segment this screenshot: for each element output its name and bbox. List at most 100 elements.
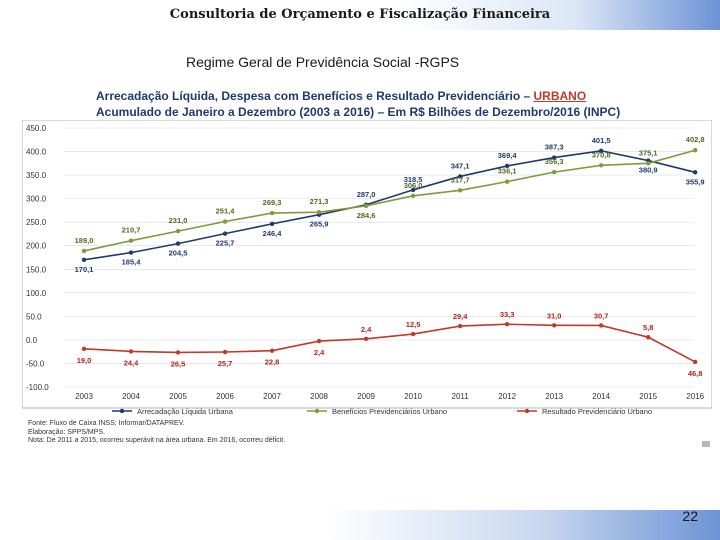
data-point <box>128 238 134 243</box>
data-point <box>598 163 604 168</box>
data-point <box>81 257 87 263</box>
data-point <box>175 350 181 355</box>
data-label: 306,0 <box>404 181 423 190</box>
data-label: 370,8 <box>592 150 611 159</box>
chart-title: Arrecadação Líquida, Despesa com Benefíc… <box>96 88 636 120</box>
legend-label: Arrecadação Líquida Urbana <box>137 407 234 416</box>
data-label: 33,3 <box>500 310 515 319</box>
data-label: 2,4 <box>314 348 325 357</box>
data-label: 246,4 <box>263 229 283 238</box>
y-tick-label: 0.0 <box>26 336 38 345</box>
y-tick-label: -100.0 <box>26 383 49 392</box>
x-tick-label: 2006 <box>216 392 234 401</box>
chart-title-text: Arrecadação Líquida, Despesa com Benefíc… <box>96 89 534 103</box>
data-label: 336,1 <box>498 167 517 176</box>
data-point <box>269 348 275 353</box>
data-point <box>175 241 181 246</box>
data-label: 318,5 <box>404 175 423 184</box>
data-label: 369,4 <box>498 151 518 160</box>
data-label: 375,1 <box>639 148 658 157</box>
data-point <box>457 174 463 179</box>
data-label: 271,3 <box>310 197 329 206</box>
data-point <box>504 322 510 327</box>
data-point <box>269 221 275 227</box>
data-label: 170,1 <box>75 265 94 274</box>
note-elaboration: Elaboração: SPPS/MPS. <box>28 428 106 436</box>
data-label: 30,7 <box>594 311 609 320</box>
data-point <box>457 323 463 329</box>
data-point <box>692 148 698 153</box>
x-tick-label: 2013 <box>545 392 563 401</box>
data-label: 387,3 <box>545 143 564 152</box>
data-label: 46,8 <box>688 369 703 378</box>
data-label: 251,4 <box>216 207 236 216</box>
data-label: 317,7 <box>451 175 470 184</box>
data-point <box>410 331 416 337</box>
legend-label: Benefícios Previdenciários Urbano <box>332 407 447 416</box>
data-point <box>316 338 322 344</box>
page-number: 22 <box>682 508 698 524</box>
y-tick-label: 200.0 <box>26 242 47 251</box>
data-point <box>645 334 651 340</box>
x-tick-label: 2007 <box>263 392 281 401</box>
y-tick-label: 100.0 <box>26 289 47 298</box>
x-tick-label: 2010 <box>404 392 422 401</box>
data-point <box>457 188 463 193</box>
data-label: 22,8 <box>265 358 280 367</box>
x-tick-label: 2011 <box>452 392 470 401</box>
x-tick-label: 2014 <box>592 392 610 401</box>
data-label: 401,5 <box>592 136 611 145</box>
legend-marker <box>314 408 320 414</box>
data-label: 189,0 <box>75 236 94 245</box>
data-label: 347,1 <box>451 161 470 170</box>
x-tick-label: 2015 <box>639 392 657 401</box>
data-point <box>692 170 698 175</box>
data-point <box>269 210 275 216</box>
data-label: 26,5 <box>171 359 186 368</box>
data-point <box>363 336 369 341</box>
x-tick-label: 2004 <box>122 392 140 401</box>
data-label: 24,4 <box>124 358 139 367</box>
header-title: Consultoria de Orçamento e Fiscalização … <box>169 7 551 22</box>
data-point <box>222 219 228 224</box>
data-label: 2,4 <box>361 325 372 334</box>
data-label: 356,3 <box>545 157 564 166</box>
data-label: 210,7 <box>122 226 141 235</box>
y-tick-label: 350.0 <box>26 171 47 180</box>
data-label: 12,5 <box>406 320 421 329</box>
series-line-2 <box>83 149 696 252</box>
y-tick-label: 150.0 <box>26 265 47 274</box>
data-label: 380,9 <box>639 166 658 175</box>
chart-area: 450.0 400.0 350.0 300.0 250.0 200.0 150.0 100.0… <box>21 119 713 420</box>
data-label: 287,0 <box>357 190 376 199</box>
data-label: 29,4 <box>453 312 468 321</box>
x-tick-label: 2016 <box>686 392 704 401</box>
plot-frame <box>21 119 713 409</box>
data-point <box>363 203 369 209</box>
chart-title-line2: Acumulado de Janeiro a Dezembro (2003 a … <box>96 105 621 119</box>
data-point <box>128 250 134 255</box>
data-label: 231,0 <box>169 216 188 225</box>
footer-bar <box>0 510 720 540</box>
x-tick-label: 2012 <box>498 392 516 401</box>
chart-title-highlight: URBANO <box>533 89 587 103</box>
data-point <box>222 231 228 236</box>
y-tick-label: 400.0 <box>26 148 47 157</box>
y-tick-label: 250.0 <box>26 218 47 227</box>
legend-marker <box>524 408 530 414</box>
y-tick-label: -50.0 <box>26 359 45 368</box>
data-point <box>128 349 134 354</box>
data-label: 265,9 <box>310 220 329 229</box>
data-label: 5,8 <box>643 323 653 332</box>
data-label: 225,7 <box>216 239 235 248</box>
corner-mark <box>702 441 710 447</box>
data-point <box>504 163 510 169</box>
data-label: 19,0 <box>77 356 92 365</box>
data-point <box>81 248 87 254</box>
data-point <box>598 323 604 328</box>
y-tick-label: 300.0 <box>26 195 47 204</box>
slide-subtitle: Regime Geral de Previdência Social -RGPS <box>186 54 460 70</box>
data-point <box>598 148 604 154</box>
data-label: 25,7 <box>218 359 233 368</box>
data-point <box>410 187 416 193</box>
